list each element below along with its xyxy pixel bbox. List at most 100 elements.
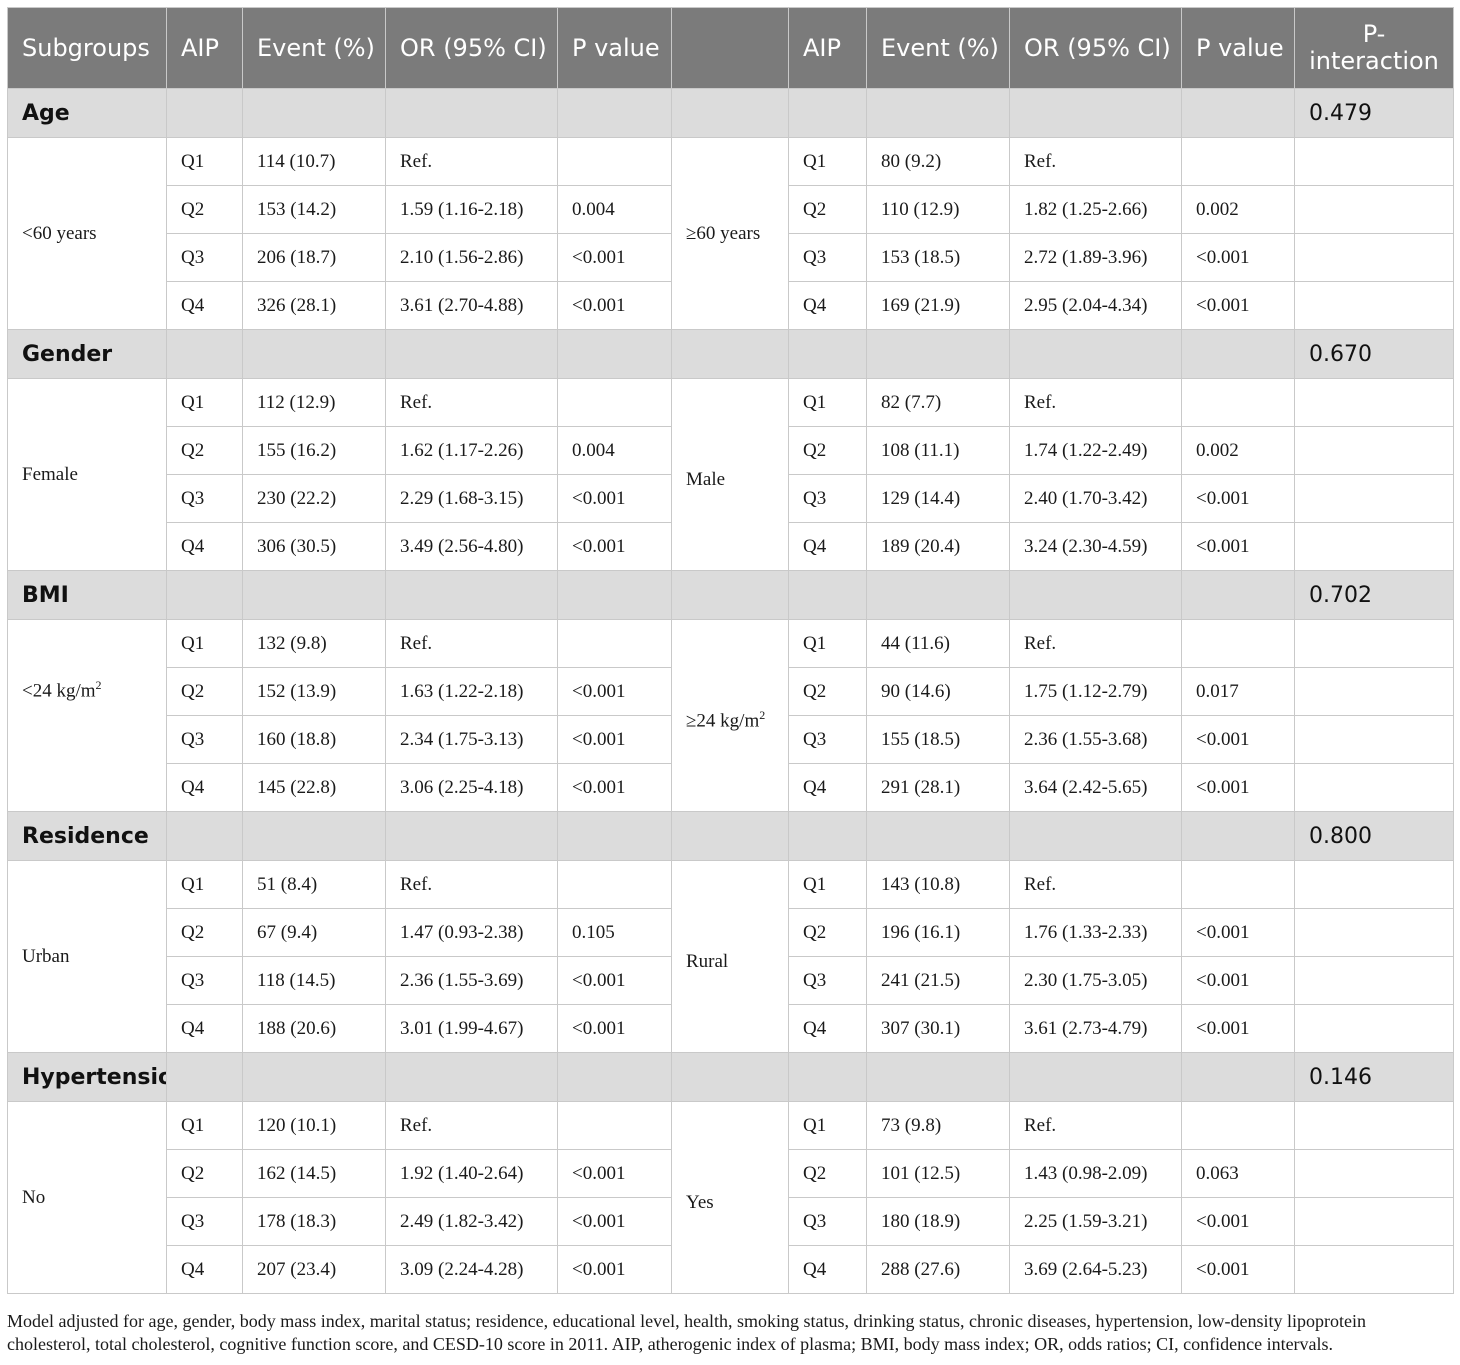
table-row: Q4 306 (30.5) 3.49 (2.56-4.80) <0.001 Q4 189 … (8, 522, 1454, 571)
table-row: Q3 118 (14.5) 2.36 (1.55-3.69) <0.001 Q3 241 … (8, 956, 1454, 1005)
subgroup-label-left: No (7, 1101, 167, 1294)
or-value: 3.24 (2.30-4.59) (1009, 522, 1182, 571)
aip-quartile: Q4 (166, 1245, 243, 1294)
event-value: 155 (16.2) (242, 426, 386, 475)
subgroup-label-text: <60 years (22, 222, 97, 244)
p-value (557, 378, 672, 427)
p-value: 0.017 (1181, 667, 1295, 716)
p-value: <0.001 (1181, 715, 1295, 764)
p-value: <0.001 (1181, 908, 1295, 957)
aip-quartile: Q2 (166, 1149, 243, 1198)
p-value: <0.001 (1181, 522, 1295, 571)
aip-quartile: Q3 (166, 1197, 243, 1246)
or-value: 1.43 (0.98-2.09) (1009, 1149, 1182, 1198)
subgroup-label-right: Yes (671, 1101, 789, 1294)
event-value: 162 (14.5) (242, 1149, 386, 1198)
group-name: Gender (7, 329, 167, 379)
group-empty-cell (557, 329, 672, 379)
p-interaction-empty (1294, 715, 1454, 764)
p-value (557, 1101, 672, 1150)
event-value: 153 (14.2) (242, 185, 386, 234)
aip-quartile: Q3 (788, 474, 867, 523)
p-value: <0.001 (1181, 956, 1295, 1005)
p-interaction-value: 0.800 (1294, 811, 1454, 861)
table-row: Q2 67 (9.4) 1.47 (0.93-2.38) 0.105 Q2 196 (16… (8, 908, 1454, 957)
or-value: Ref. (385, 378, 558, 427)
aip-quartile: Q3 (788, 715, 867, 764)
subgroup-label-right: ≥24 kg/m2 (671, 619, 789, 812)
p-value (557, 137, 672, 186)
or-value: Ref. (385, 137, 558, 186)
or-value: 3.06 (2.25-4.18) (385, 763, 558, 812)
table-row: Q2 155 (16.2) 1.62 (1.17-2.26) 0.004 Q2 108 (… (8, 426, 1454, 475)
aip-quartile: Q4 (166, 281, 243, 330)
footnote: Model adjusted for age, gender, body mas… (7, 1311, 1366, 1354)
table-row: Q3 206 (18.7) 2.10 (1.56-2.86) <0.001 Q3 153 … (8, 233, 1454, 282)
event-value: 73 (9.8) (866, 1101, 1010, 1150)
aip-quartile: Q2 (788, 185, 867, 234)
event-value: 307 (30.1) (866, 1004, 1010, 1053)
or-value: 3.61 (2.70-4.88) (385, 281, 558, 330)
group-header-row: Residence 0.800 (7, 811, 1454, 861)
aip-quartile: Q1 (166, 137, 243, 186)
group-name: Hypertension (7, 1052, 167, 1102)
subgroup-label-text: ≥24 kg/m (686, 710, 760, 732)
or-value: Ref. (385, 860, 558, 909)
or-value: Ref. (1009, 860, 1182, 909)
or-value: 1.74 (1.22-2.49) (1009, 426, 1182, 475)
subgroup-label-text: Female (22, 463, 78, 485)
p-interaction-empty (1294, 522, 1454, 571)
aip-quartile: Q4 (788, 281, 867, 330)
aip-quartile: Q2 (166, 908, 243, 957)
table-row: Q3 230 (22.2) 2.29 (1.68-3.15) <0.001 Q3 129 … (8, 474, 1454, 523)
aip-quartile: Q4 (166, 1004, 243, 1053)
group-empty-cell (166, 88, 243, 138)
subgroup-label-text: No (22, 1186, 46, 1208)
table-row: Q2 162 (14.5) 1.92 (1.40-2.64) <0.001 Q2 101 … (8, 1149, 1454, 1198)
aip-quartile: Q1 (788, 1101, 867, 1150)
p-interaction-empty (1294, 1245, 1454, 1294)
event-value: 51 (8.4) (242, 860, 386, 909)
header-row: Subgroups AIP Event (%) OR (95% CI) P va… (7, 7, 1454, 89)
aip-quartile: Q1 (788, 860, 867, 909)
p-interaction-empty (1294, 137, 1454, 186)
event-value: 114 (10.7) (242, 137, 386, 186)
group-empty-cell (242, 329, 386, 379)
event-value: 188 (20.6) (242, 1004, 386, 1053)
aip-quartile: Q3 (166, 715, 243, 764)
p-value: <0.001 (557, 763, 672, 812)
p-value: 0.004 (557, 185, 672, 234)
header-subgroups: Subgroups (7, 7, 167, 89)
event-value: 207 (23.4) (242, 1245, 386, 1294)
group-header-row: Gender 0.670 (7, 329, 1454, 379)
p-value: <0.001 (557, 1004, 672, 1053)
group-empty-cell (866, 1052, 1010, 1102)
or-value: 1.62 (1.17-2.26) (385, 426, 558, 475)
or-value: 2.49 (1.82-3.42) (385, 1197, 558, 1246)
p-value: 0.002 (1181, 426, 1295, 475)
aip-quartile: Q1 (788, 378, 867, 427)
group-empty-cell (866, 329, 1010, 379)
group-empty-cell (385, 88, 558, 138)
event-value: 326 (28.1) (242, 281, 386, 330)
group-empty-cell (1009, 811, 1182, 861)
p-value: <0.001 (557, 233, 672, 282)
or-value: 1.76 (1.33-2.33) (1009, 908, 1182, 957)
or-value: 2.36 (1.55-3.68) (1009, 715, 1182, 764)
p-value: <0.001 (1181, 1245, 1295, 1294)
p-interaction-empty (1294, 378, 1454, 427)
p-value: <0.001 (557, 281, 672, 330)
subgroup-label-left: Female (7, 378, 167, 571)
aip-quartile: Q2 (166, 185, 243, 234)
subgroup-label-right: Rural (671, 860, 789, 1053)
header-event-right: Event (%) (866, 7, 1010, 89)
aip-quartile: Q4 (788, 1245, 867, 1294)
p-interaction-empty (1294, 1149, 1454, 1198)
group-empty-cell (788, 1052, 867, 1102)
p-value: <0.001 (557, 474, 672, 523)
group-empty-cell (557, 811, 672, 861)
or-value: 2.29 (1.68-3.15) (385, 474, 558, 523)
p-interaction-empty (1294, 426, 1454, 475)
group-empty-cell (166, 329, 243, 379)
superscript: 2 (95, 678, 102, 693)
